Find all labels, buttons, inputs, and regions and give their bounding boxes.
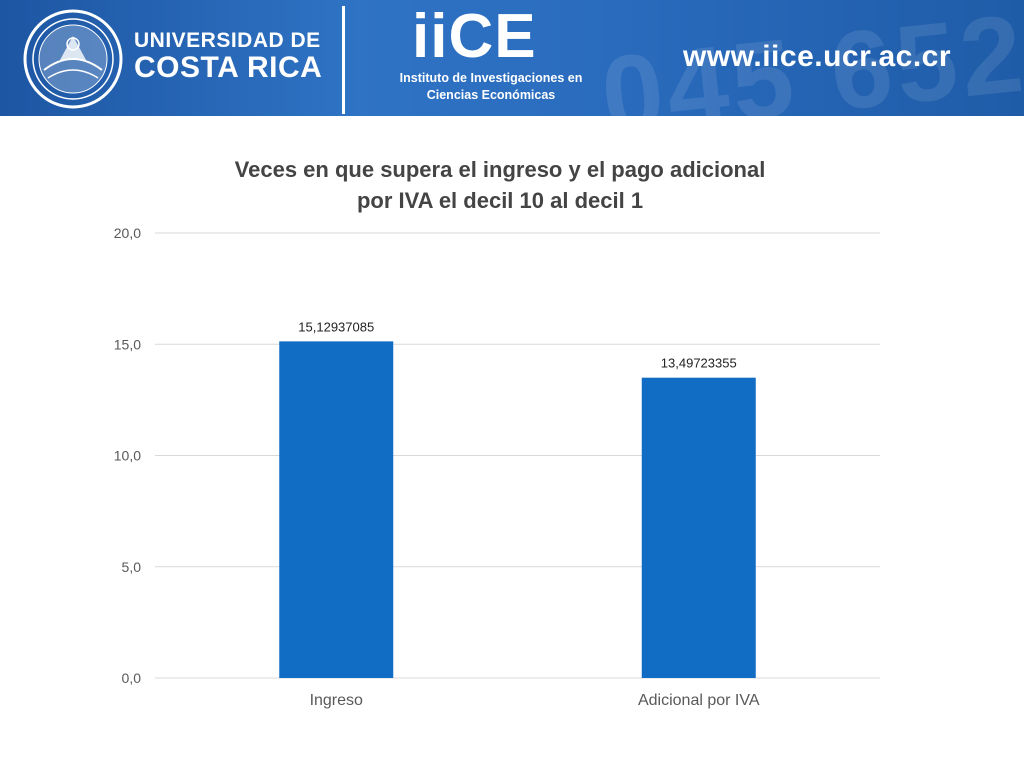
chart-title-line1: Veces en que supera el ingreso y el pago…: [234, 157, 766, 182]
institute-logo: iiCE: [412, 2, 537, 71]
website-url[interactable]: www.iice.ucr.ac.cr: [683, 40, 952, 73]
institute-name: Instituto de Investigaciones en Ciencias…: [373, 70, 609, 104]
data-label: 15,12937085: [298, 319, 374, 334]
bar: [279, 341, 394, 678]
institute-name-line1: Instituto de Investigaciones en: [399, 71, 583, 85]
y-tick-label: 0,0: [122, 670, 142, 686]
y-tick-label: 15,0: [114, 336, 141, 352]
data-label: 13,49723355: [661, 356, 737, 371]
university-name-line1: UNIVERSIDAD DE: [134, 29, 321, 52]
bar: [641, 377, 756, 678]
x-tick-label: Adicional por IVA: [638, 692, 760, 709]
y-tick-label: 10,0: [114, 448, 141, 464]
x-tick-label: Ingreso: [310, 692, 363, 709]
chart-title-line2: por IVA el decil 10 al decil 1: [356, 188, 644, 213]
institute-name-line2: Ciencias Económicas: [426, 88, 556, 102]
header-divider: [342, 6, 345, 114]
chart-title: Veces en que supera el ingreso y el pago…: [150, 154, 850, 216]
university-name-line2: COSTA RICA: [134, 51, 323, 84]
y-tick-label: 20,0: [114, 225, 141, 241]
university-seal-icon: [23, 9, 123, 109]
y-tick-label: 5,0: [122, 559, 142, 575]
header-banner: 045 652 · 1.249 UNIVERSIDAD DE COSTA RIC…: [0, 0, 1024, 116]
university-wordmark: UNIVERSIDAD DE COSTA RICA: [134, 30, 322, 83]
